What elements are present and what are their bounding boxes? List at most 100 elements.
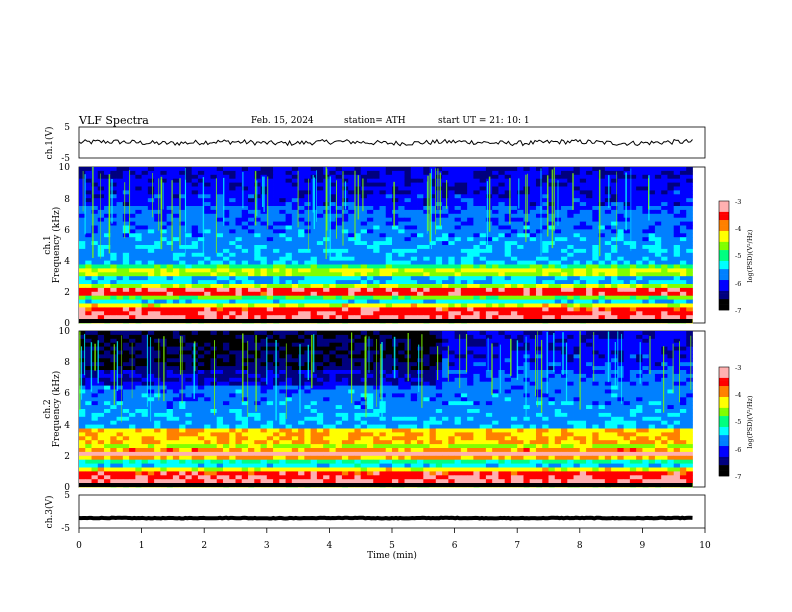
spectrogram-cell [679, 248, 687, 254]
spectrogram-cell [266, 295, 274, 300]
spectrogram-cell [604, 276, 612, 281]
spectrogram-cell [454, 331, 462, 336]
spectrogram-cell [323, 299, 330, 304]
spectrogram-cell [254, 202, 261, 207]
spectrogram-cell [642, 213, 650, 219]
spectrogram-cell [460, 233, 468, 238]
spectrogram-cell [373, 303, 380, 308]
spectrogram-cell [154, 350, 161, 355]
spectrogram-cell [291, 268, 299, 273]
spectrogram-cell [110, 237, 117, 242]
spectrogram-cell [667, 358, 675, 363]
spectrogram-cell [473, 233, 481, 238]
spectrogram-cell [260, 252, 268, 258]
spectrogram-cell [667, 264, 675, 269]
spectrogram-cell [379, 276, 387, 281]
spectrogram-cell [629, 264, 637, 269]
spectrogram-cell [673, 346, 681, 351]
spectrogram-cell [479, 248, 487, 254]
spectrogram-cell [104, 287, 111, 293]
spectrogram-cell [273, 170, 280, 176]
spectrogram-cell [654, 209, 662, 215]
spectrogram-cell [154, 287, 161, 293]
spectrogram-cell [611, 170, 618, 176]
spectrogram-cell [554, 307, 562, 312]
spectrogram-cell [529, 334, 537, 340]
spectrogram-cell [510, 366, 518, 371]
spectrogram-cell [79, 229, 86, 234]
spectrogram-cell [573, 366, 581, 371]
spectrogram-cell [348, 264, 355, 269]
spectrogram-cell [335, 338, 343, 344]
spectrogram-cell [548, 291, 556, 297]
spectrogram-cell [454, 256, 462, 261]
spectrogram-cell [197, 280, 205, 285]
spectrogram-cell [467, 354, 474, 359]
spectrogram-cell [667, 194, 675, 199]
spectrogram-cell [291, 209, 299, 215]
spectrogram-cell [498, 209, 506, 215]
spectrogram-cell [129, 256, 136, 261]
spectrogram-cell [629, 354, 637, 359]
spectrogram-cell [260, 280, 268, 285]
spectrogram-cell [510, 178, 518, 183]
spectrogram-cell [592, 307, 599, 312]
spectrogram-cell [673, 198, 681, 203]
spectrogram-cell [673, 280, 681, 285]
spectrogram-cell [147, 256, 155, 261]
spectrogram-cell [392, 272, 399, 277]
spectrogram-cell [504, 303, 512, 308]
spectrogram-cell [360, 272, 368, 277]
spectrogram-cell [510, 338, 518, 344]
spectrogram-cell [686, 170, 693, 176]
spectrogram-cell [341, 311, 349, 316]
spectrogram-cell [467, 245, 474, 250]
spectrogram-cell [91, 194, 99, 199]
spectrogram-cell [473, 331, 481, 336]
spectrogram-cell [548, 268, 556, 273]
spectrogram-cell [460, 194, 468, 199]
spectrogram-cell [673, 354, 681, 359]
spectrogram-cell [673, 217, 681, 222]
spectrogram-cell [586, 346, 593, 351]
spectrogram-cell [429, 209, 437, 215]
spectrogram-cell [535, 221, 543, 226]
spectrogram-cell [592, 366, 599, 371]
spectrogram-cell [310, 287, 318, 293]
spectrogram-cell [561, 303, 568, 308]
spectrogram-cell [329, 295, 337, 300]
spectrogram-cell [147, 221, 155, 226]
spectrogram-cell [141, 331, 149, 336]
spectrogram-cell [310, 237, 318, 242]
spectrogram-cell [392, 229, 399, 234]
spectrogram-cell [179, 221, 186, 226]
spectrogram-cell [529, 299, 537, 304]
spectrogram-cell [686, 346, 693, 351]
spectrogram-cell [335, 334, 343, 340]
spectrogram-cell [423, 366, 430, 371]
spectrogram-cell [498, 186, 506, 191]
spectrogram-cell [429, 167, 437, 172]
spectrogram-cell [216, 299, 224, 304]
spectrogram-cell [679, 217, 687, 222]
spectrogram-cell [91, 233, 99, 238]
spectrogram-cell [260, 170, 268, 176]
spectrogram-cell [467, 334, 474, 340]
spectrogram-cell [548, 307, 556, 312]
spectrogram-cell [141, 252, 149, 258]
spectrogram-cell [454, 225, 462, 230]
spectrogram-cell [304, 237, 312, 242]
spectrogram-cell [323, 284, 330, 289]
spectrogram-cell [561, 299, 568, 304]
spectrogram-cell [667, 268, 675, 273]
spectrogram-cell [129, 307, 136, 312]
spectrogram-cell [648, 190, 656, 195]
spectrogram-cell [160, 248, 168, 254]
spectrogram-cell [266, 233, 274, 238]
spectrogram-cell [673, 213, 681, 219]
spectrogram-cell [235, 358, 243, 363]
spectrogram-cell [116, 260, 124, 265]
spectrogram-cell [110, 338, 117, 344]
spectrogram-cell [298, 225, 305, 230]
spectrogram-cell [298, 264, 305, 269]
